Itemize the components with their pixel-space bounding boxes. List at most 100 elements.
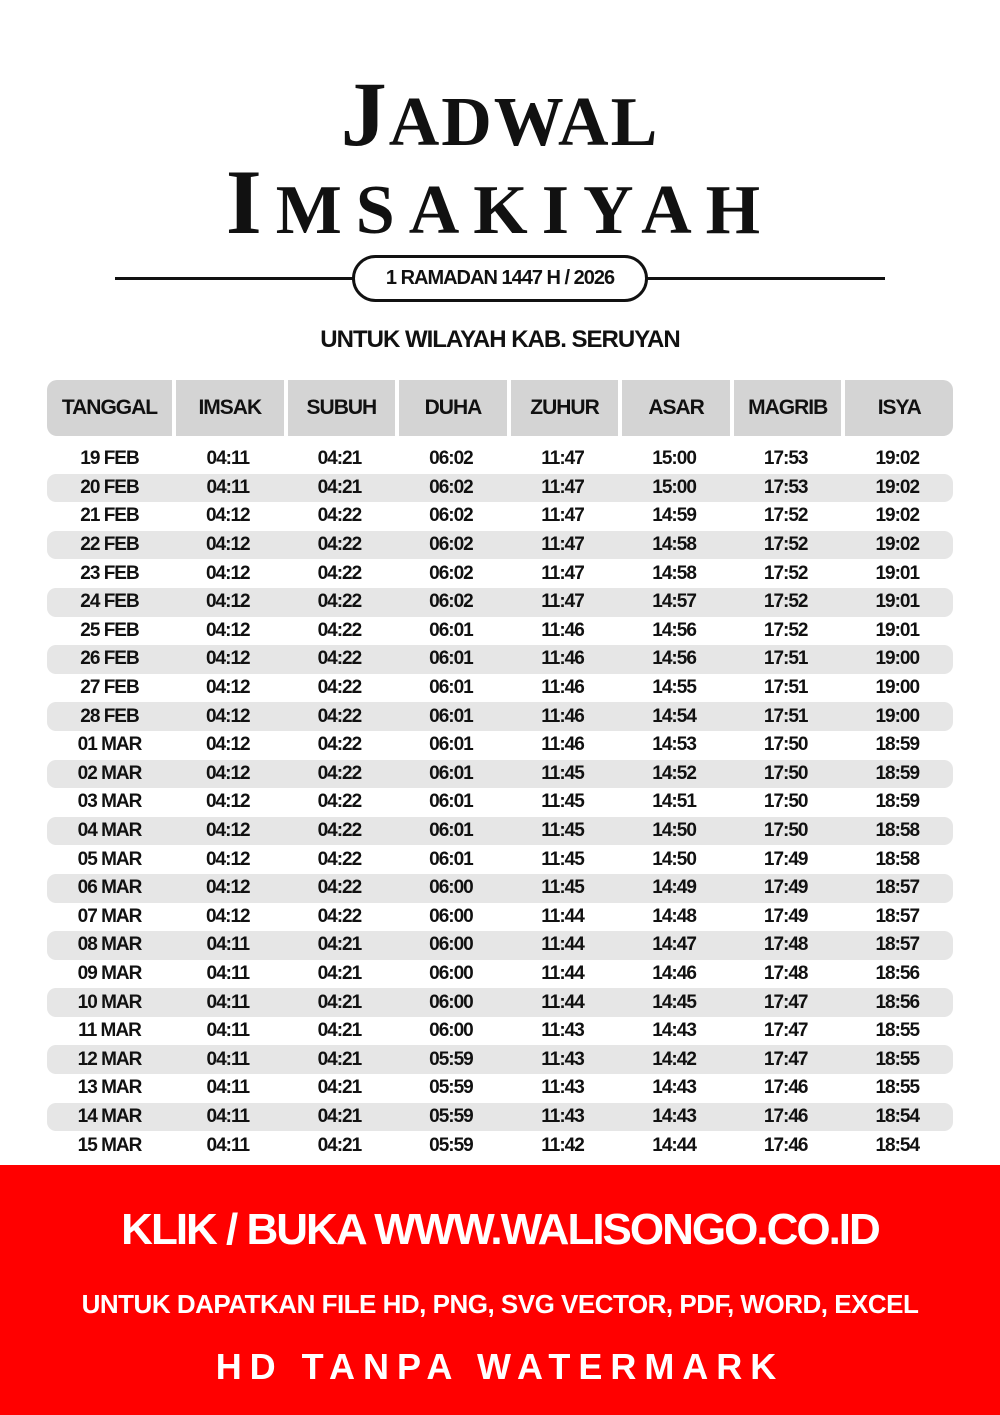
cell-magrib: 17:48 — [763, 962, 809, 984]
ramadan-year-badge: 1 RAMADAN 1447 H / 2026 — [352, 255, 648, 302]
cell-duha: 06:00 — [429, 905, 474, 927]
table-row: 24 FEB 04:12 04:22 06:02 11:47 14:57 17:52 19:0… — [47, 587, 953, 617]
cell-subuh: 04:21 — [317, 1077, 363, 1099]
cell-isya: 18:55 — [875, 1077, 920, 1099]
cell-subuh: 04:22 — [317, 619, 363, 641]
banner-link-text[interactable]: KLIK / BUKA WWW.WALISONGO.CO.ID — [121, 1205, 881, 1254]
cell-duha: 06:00 — [429, 962, 474, 984]
cell-duha: 06:01 — [429, 648, 474, 670]
cell-asar: 15:00 — [652, 448, 697, 470]
cell-imsak: 04:12 — [205, 677, 251, 699]
cell-asar: 14:43 — [652, 1077, 697, 1099]
cell-tanggal: 05 MAR — [77, 848, 143, 870]
cell-magrib: 17:47 — [763, 1048, 809, 1070]
table-row: 01 MAR 04:12 04:22 06:01 11:46 14:53 17:50 18:5… — [47, 731, 953, 760]
cell-asar: 14:54 — [652, 705, 697, 727]
cell-magrib: 17:52 — [763, 505, 809, 527]
cell-duha: 06:00 — [429, 934, 474, 956]
table-row: 07 MAR 04:12 04:22 06:00 11:44 14:48 17:49 18:5… — [47, 903, 953, 932]
cell-zuhur: 11:46 — [541, 705, 585, 727]
cell-imsak: 04:12 — [205, 848, 251, 870]
cell-duha: 06:00 — [429, 1020, 474, 1042]
cell-tanggal: 28 FEB — [80, 705, 139, 727]
cell-subuh: 04:22 — [317, 705, 363, 727]
table-row: 19 FEB 04:11 04:21 06:02 11:47 15:00 17:53 19:0… — [47, 445, 953, 474]
cell-zuhur: 11:47 — [541, 534, 585, 556]
cell-imsak: 04:12 — [205, 905, 251, 927]
cell-isya: 18:54 — [875, 1105, 920, 1127]
cell-magrib: 17:53 — [763, 448, 809, 470]
cell-asar: 14:58 — [652, 534, 697, 556]
table-row: 10 MAR 04:11 04:21 06:00 11:44 14:45 17:47 18:5… — [47, 988, 953, 1017]
schedule-table-body: 19 FEB 04:11 04:21 06:02 11:47 15:00 17:53 19:0… — [47, 445, 953, 1160]
cell-asar: 14:44 — [652, 1134, 697, 1156]
cell-isya: 18:55 — [875, 1048, 920, 1070]
cell-imsak: 04:11 — [206, 991, 251, 1013]
cell-tanggal: 02 MAR — [77, 762, 143, 784]
cell-subuh: 04:21 — [317, 476, 363, 498]
cell-magrib: 17:50 — [763, 734, 809, 756]
column-header-tanggal: TANGGAL — [47, 380, 172, 436]
table-header: TANGGAL IMSAK SUBUH DUHA ZUHUR ASAR MAGRIB ISYA — [47, 380, 954, 436]
cell-imsak: 04:11 — [206, 448, 251, 470]
cell-magrib: 17:50 — [763, 820, 809, 842]
table-row: 26 FEB 04:12 04:22 06:01 11:46 14:56 17:51 19:0… — [47, 645, 953, 674]
cell-zuhur: 11:45 — [541, 848, 585, 870]
cell-subuh: 04:22 — [317, 848, 363, 870]
cell-isya: 18:54 — [875, 1134, 920, 1156]
cell-asar: 15:00 — [652, 476, 697, 498]
cell-duha: 06:00 — [429, 877, 474, 899]
cell-zuhur: 11:47 — [541, 448, 585, 470]
cell-magrib: 17:48 — [763, 934, 809, 956]
cell-isya: 19:01 — [875, 562, 920, 584]
cell-duha: 06:02 — [429, 476, 474, 498]
table-row: 03 MAR 04:12 04:22 06:01 11:45 14:51 17:50 18:5… — [47, 788, 953, 817]
cell-asar: 14:51 — [652, 791, 697, 813]
banner-subtext: UNTUK DAPATKAN FILE HD, PNG, SVG VECTOR,… — [81, 1289, 919, 1319]
table-row: 14 MAR 04:11 04:21 05:59 11:43 14:43 17:46 18:5… — [47, 1102, 953, 1132]
cell-subuh: 04:22 — [317, 648, 363, 670]
cell-zuhur: 11:43 — [541, 1105, 585, 1127]
cell-tanggal: 04 MAR — [77, 820, 143, 842]
cell-isya: 19:02 — [875, 448, 920, 470]
cell-isya: 18:57 — [875, 877, 920, 899]
cell-isya: 19:00 — [875, 648, 920, 670]
cell-asar: 14:56 — [652, 619, 697, 641]
cell-isya: 18:58 — [875, 820, 920, 842]
cell-imsak: 04:12 — [205, 762, 251, 784]
cell-duha: 06:02 — [429, 534, 474, 556]
cell-asar: 14:52 — [652, 762, 697, 784]
cell-magrib: 17:52 — [763, 562, 809, 584]
cell-subuh: 04:22 — [317, 734, 363, 756]
column-header-zuhur: ZUHUR — [510, 380, 619, 436]
cell-magrib: 17:50 — [763, 791, 809, 813]
header-label: TANGGAL — [61, 396, 158, 419]
cell-subuh: 04:21 — [317, 962, 363, 984]
region-label: UNTUK WILAYAH KAB. SERUYAN — [320, 326, 680, 353]
table-row: 09 MAR 04:11 04:21 06:00 11:44 14:46 17:48 18:5… — [47, 960, 953, 989]
cell-asar: 14:50 — [652, 848, 697, 870]
cell-magrib: 17:52 — [763, 591, 809, 613]
cell-subuh: 04:22 — [317, 820, 363, 842]
cell-magrib: 17:52 — [763, 534, 809, 556]
cell-imsak: 04:12 — [205, 619, 251, 641]
cell-isya: 19:02 — [875, 476, 920, 498]
cell-asar: 14:43 — [652, 1020, 697, 1042]
cell-subuh: 04:21 — [317, 1020, 363, 1042]
cell-subuh: 04:21 — [317, 1134, 363, 1156]
cell-duha: 06:02 — [429, 591, 474, 613]
column-header-asar: ASAR — [622, 380, 730, 436]
cell-duha: 06:02 — [429, 505, 474, 527]
cell-imsak: 04:11 — [206, 934, 251, 956]
cell-tanggal: 21 FEB — [80, 505, 139, 527]
cell-asar: 14:42 — [652, 1048, 697, 1070]
title-jadwal: JADWAL — [340, 63, 660, 165]
header-label: ZUHUR — [530, 396, 599, 419]
cell-magrib: 17:46 — [763, 1105, 809, 1127]
header-label: MAGRIB — [748, 396, 828, 419]
cell-zuhur: 11:43 — [541, 1077, 585, 1099]
table-row: 21 FEB 04:12 04:22 06:02 11:47 14:59 17:52 19:0… — [47, 502, 953, 531]
table-row: 08 MAR 04:11 04:21 06:00 11:44 14:47 17:48 18:5… — [47, 931, 953, 960]
cell-asar: 14:55 — [652, 677, 697, 699]
cell-tanggal: 11 MAR — [78, 1020, 142, 1042]
